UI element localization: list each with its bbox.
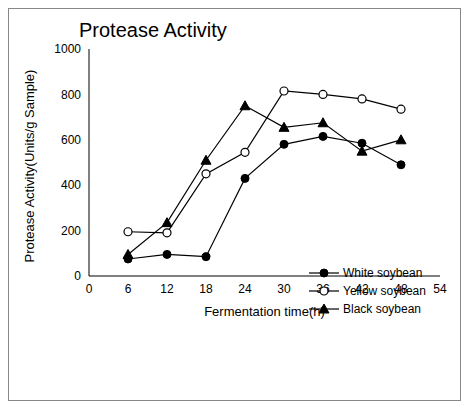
svg-text:36: 36 — [316, 282, 330, 296]
svg-text:30: 30 — [277, 282, 291, 296]
svg-text:42: 42 — [355, 282, 369, 296]
svg-text:Fermentation time(h): Fermentation time(h) — [204, 304, 325, 319]
svg-text:24: 24 — [238, 282, 252, 296]
svg-text:12: 12 — [160, 282, 174, 296]
svg-text:400: 400 — [61, 178, 81, 192]
svg-text:1000: 1000 — [54, 42, 81, 56]
svg-text:0: 0 — [86, 282, 93, 296]
svg-text:18: 18 — [199, 282, 213, 296]
svg-text:0: 0 — [74, 269, 81, 283]
svg-text:6: 6 — [125, 282, 132, 296]
svg-text:Protease Activity(Units/g Samp: Protease Activity(Units/g Sample) — [22, 70, 37, 263]
svg-text:48: 48 — [394, 282, 408, 296]
svg-text:800: 800 — [61, 88, 81, 102]
svg-text:200: 200 — [61, 224, 81, 238]
svg-text:54: 54 — [433, 282, 447, 296]
svg-text:600: 600 — [61, 133, 81, 147]
